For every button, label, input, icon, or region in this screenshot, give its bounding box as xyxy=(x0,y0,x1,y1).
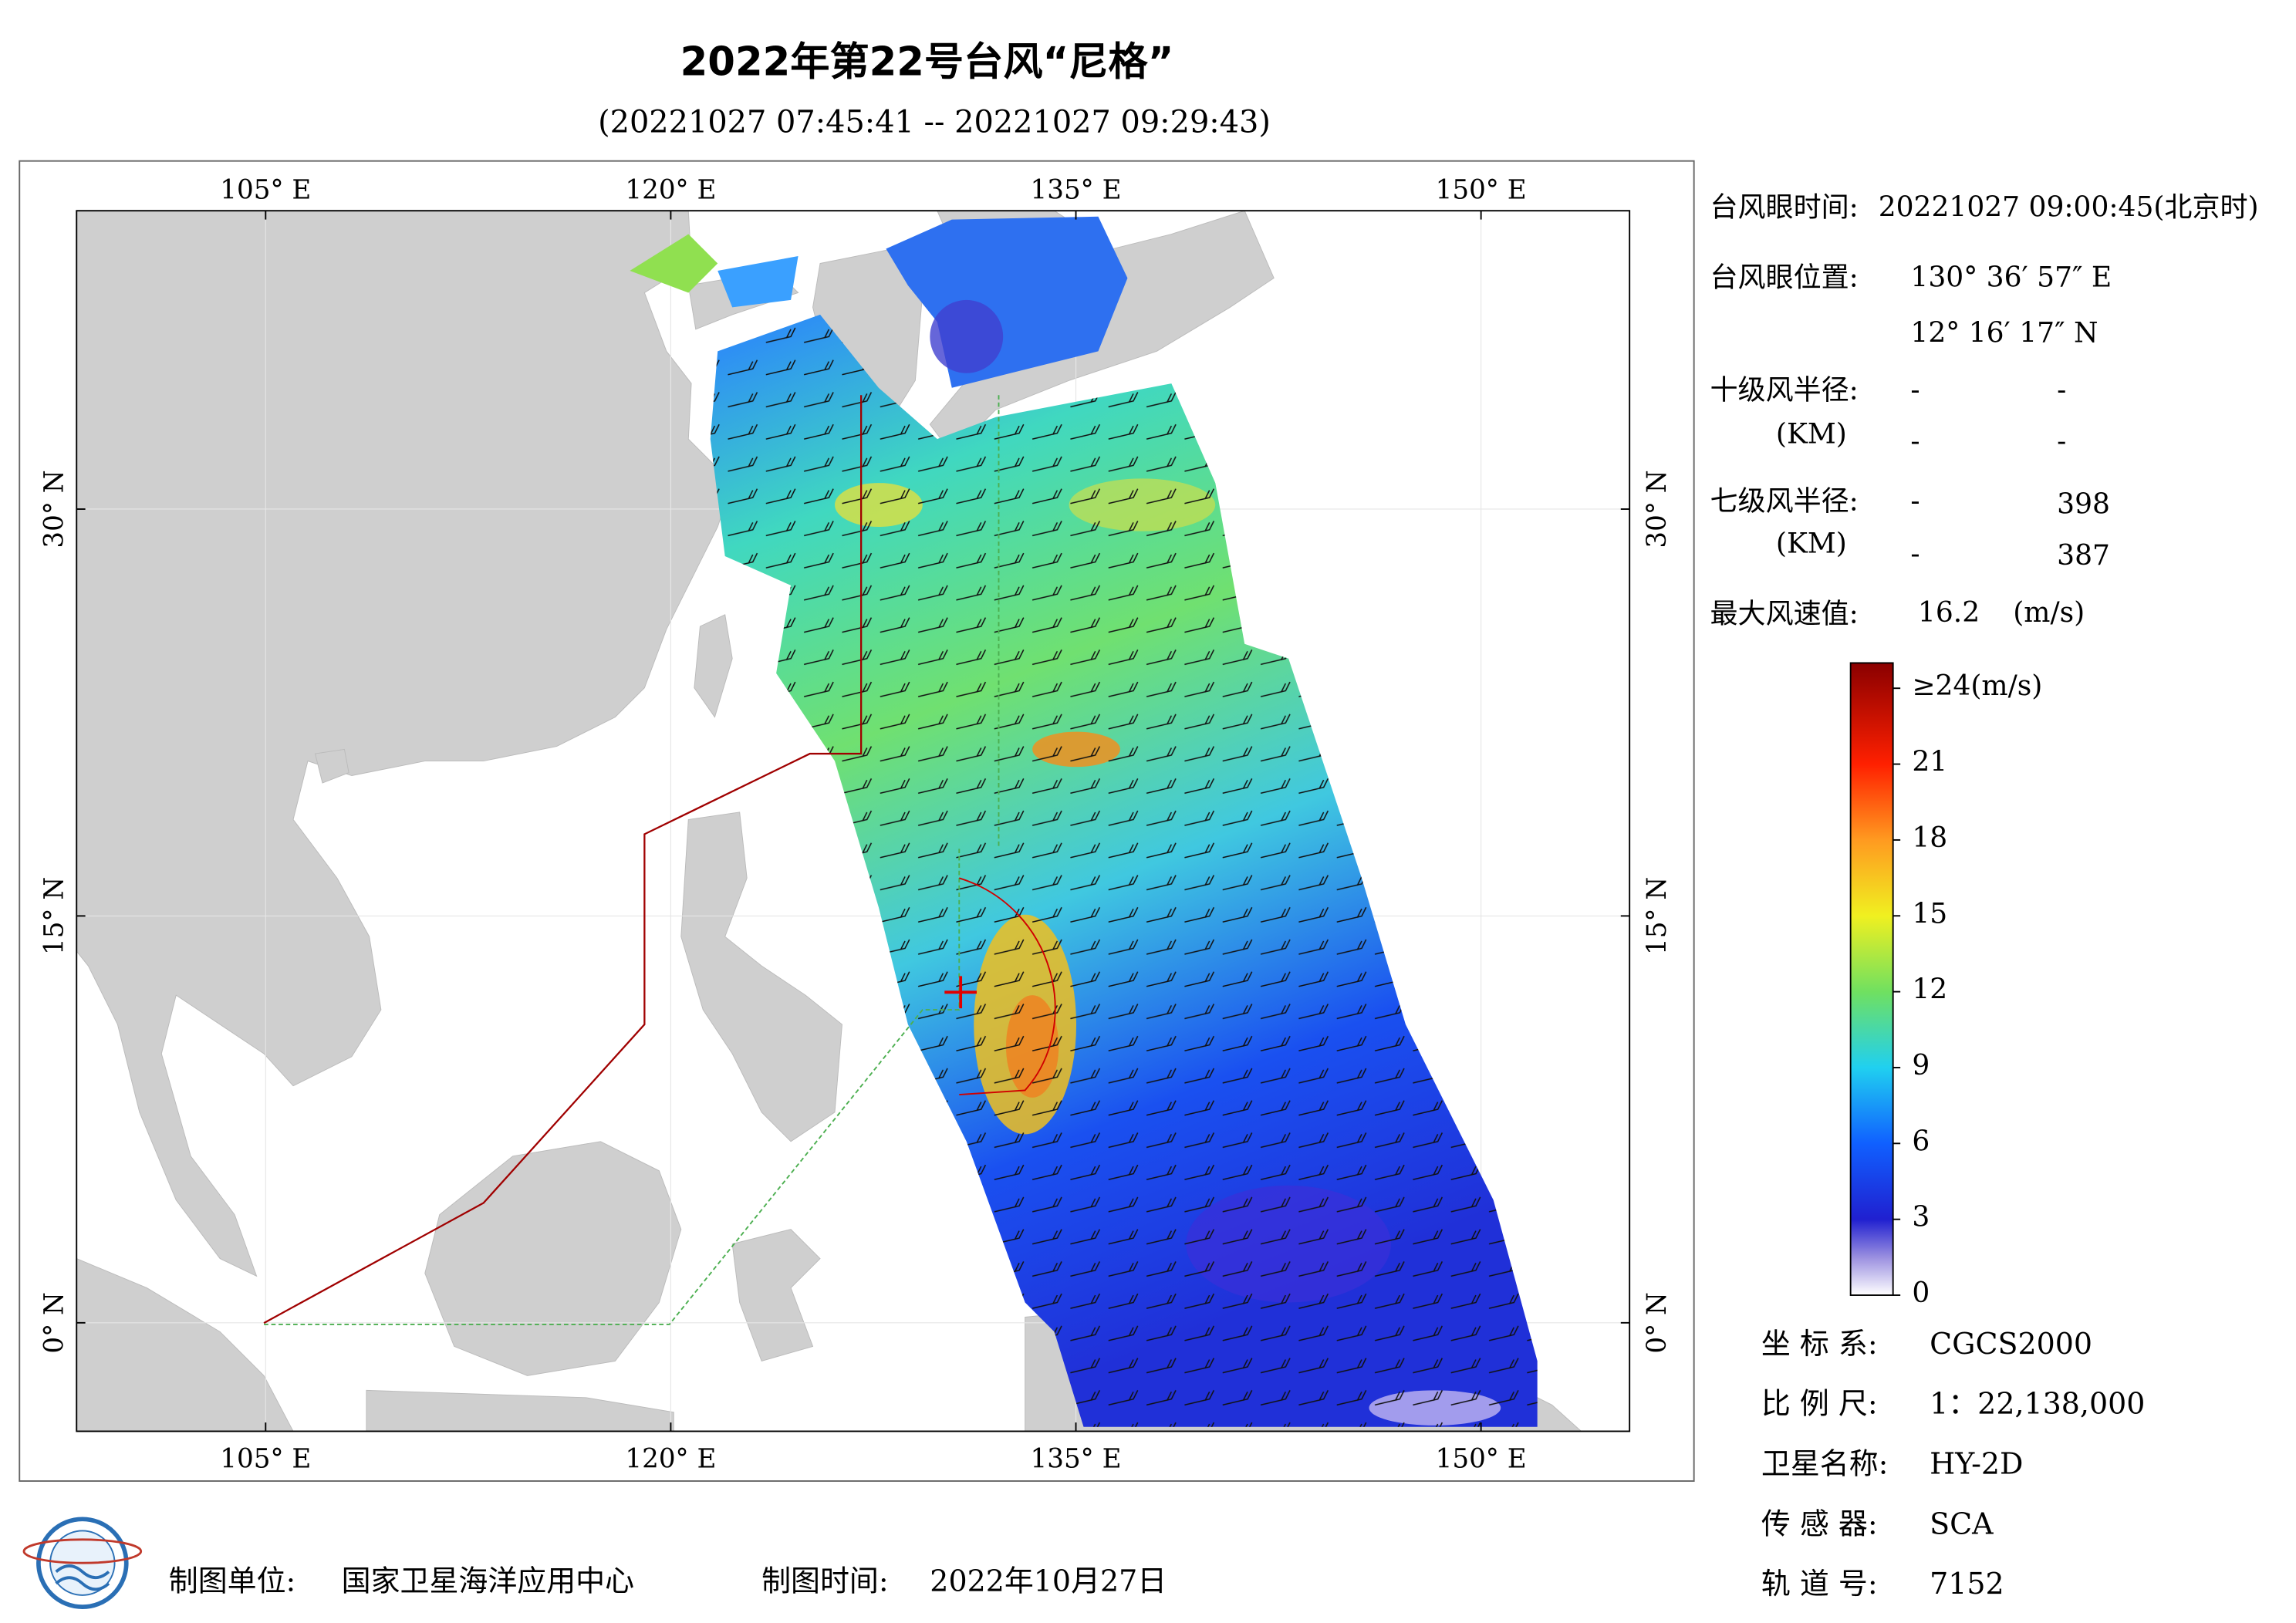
detail-value: HY-2D xyxy=(1930,1446,2023,1480)
lat-tick-label: 15° N xyxy=(39,877,70,955)
info-panel: 台风眼时间: 20221027 09:00:45(北京时) 台风眼位置: 130… xyxy=(1710,191,2259,629)
detail-label: 轨 道 号: xyxy=(1761,1567,1878,1601)
detail-value: 1：22,138,000 xyxy=(1930,1387,2145,1421)
typhoon-eye xyxy=(944,976,977,1009)
info-unit: (m/s) xyxy=(2013,597,2085,629)
info-value: 20221027 09:00:45(北京时) xyxy=(1879,191,2259,223)
lat-tick-label: 30° N xyxy=(1642,470,1673,548)
lon-tick-label: 105° E xyxy=(220,175,311,206)
map-area xyxy=(76,211,1630,1432)
lon-tick-label: 150° E xyxy=(1436,175,1527,206)
subtitle: (20221027 07:45:41 -- 20221027 09:29:43) xyxy=(598,104,1271,140)
detail-value: CGCS2000 xyxy=(1930,1327,2092,1361)
info-label: 台风眼时间: xyxy=(1710,191,1859,223)
footer-value: 2022年10月27日 xyxy=(930,1564,1167,1598)
info-label: 台风眼位置: xyxy=(1710,262,1859,293)
info-value: - xyxy=(2057,374,2066,406)
info-value: 398 xyxy=(2057,488,2110,520)
info-label: 最大风速值: xyxy=(1710,599,1859,630)
lon-tick-label: 105° E xyxy=(220,1443,311,1474)
frame xyxy=(19,160,1695,1482)
lon-tick-label: 135° E xyxy=(1031,175,1122,206)
info-value: - xyxy=(1910,426,1920,457)
info-label: 七级风半径: xyxy=(1710,486,1859,518)
info-value: - xyxy=(1910,374,1920,406)
info-value: 130° 36′ 57″ E xyxy=(1910,262,2112,293)
warning-lines xyxy=(263,395,1000,1325)
detail-label: 坐 标 系: xyxy=(1761,1327,1878,1361)
lon-tick-label: 120° E xyxy=(625,1443,716,1474)
footer-value: 国家卫星海洋应用中心 xyxy=(342,1564,634,1598)
lon-tick-label: 135° E xyxy=(1031,1443,1122,1474)
detail-label: 卫星名称: xyxy=(1761,1446,1889,1480)
info-label: 十级风半径: xyxy=(1710,374,1859,406)
colorbar-tick-label: ≥24(m/s) xyxy=(1912,670,2042,702)
colorbar-tick-label: 21 xyxy=(1912,747,1947,778)
info-value: 16.2 xyxy=(1918,597,1980,629)
info-value: - xyxy=(1910,538,1920,570)
lat-tick-label: 30° N xyxy=(39,470,70,548)
footer-label: 制图时间: xyxy=(761,1564,889,1598)
wind-swath xyxy=(630,216,1538,1427)
title: 2022年第22号台风“尼格” xyxy=(680,39,1174,85)
colorbar-tick-label: 6 xyxy=(1912,1125,1930,1157)
lon-tick-label: 120° E xyxy=(625,175,716,206)
map-ticks: 105° E 105° E 120° E 120° E 135° E 135° E 150°… xyxy=(39,175,1673,1475)
details: 坐 标 系: CGCS2000 比 例 尺: 1：22,138,000 卫星名称: HY-… xyxy=(1761,1327,2145,1601)
info-value: 387 xyxy=(2057,540,2110,572)
detail-value: SCA xyxy=(1930,1507,1994,1540)
warning-line-24h xyxy=(263,395,863,1324)
lon-tick-label: 150° E xyxy=(1436,1443,1527,1474)
detail-label: 比 例 尺: xyxy=(1761,1387,1878,1421)
colorbar-tick-label: 18 xyxy=(1912,822,1947,854)
lat-tick-label: 15° N xyxy=(1642,877,1673,955)
colorbar-ticks: 0 3 6 9 12 15 18 21 ≥24(m/s) xyxy=(1893,670,2042,1309)
colorbar xyxy=(1849,662,1894,1296)
colorbar-tick-label: 9 xyxy=(1912,1050,1930,1081)
colorbar-tick-label: 3 xyxy=(1912,1202,1930,1233)
footer-label: 制图单位: xyxy=(169,1564,296,1598)
footer: 制图单位: 国家卫星海洋应用中心 制图时间: 2022年10月27日 xyxy=(169,1564,1167,1598)
info-value: - xyxy=(1910,486,1920,518)
colorbar-tick-label: 0 xyxy=(1912,1277,1930,1309)
detail-label: 传 感 器: xyxy=(1761,1507,1878,1540)
info-value: - xyxy=(2057,426,2066,457)
warning-line-48h xyxy=(264,395,1000,1325)
colorbar-tick-label: 12 xyxy=(1912,974,1947,1006)
logo xyxy=(22,1517,143,1609)
lat-tick-label: 0° N xyxy=(39,1292,70,1353)
detail-value: 7152 xyxy=(1930,1567,2004,1601)
info-unit: (KM) xyxy=(1776,418,1847,450)
colorbar-tick-label: 15 xyxy=(1912,898,1947,930)
lat-tick-label: 0° N xyxy=(1642,1292,1673,1353)
info-value: 12° 16′ 17″ N xyxy=(1910,317,2098,349)
map-border xyxy=(76,210,1631,1432)
wind-radius xyxy=(958,877,1056,1096)
info-unit: (KM) xyxy=(1776,528,1847,560)
